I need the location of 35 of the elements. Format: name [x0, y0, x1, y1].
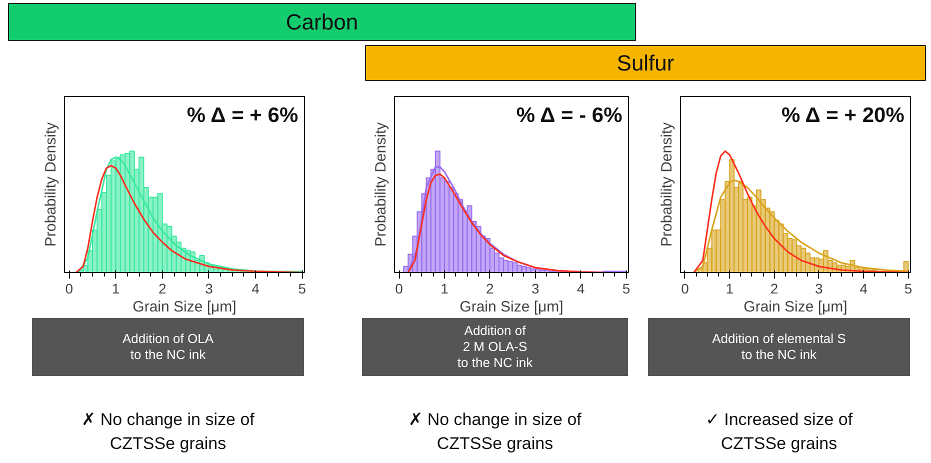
x-tick-label: 1	[440, 280, 449, 296]
x-tick-label: 0	[65, 280, 74, 296]
text: Addition of elemental S to the NC ink	[712, 330, 846, 364]
text: Carbon	[286, 10, 358, 34]
x-tick-label: 0	[395, 280, 404, 296]
text: ✗ No change in size of CZTSSe grains	[408, 409, 582, 456]
x-tick-label: 4	[252, 280, 260, 296]
y-axis-title: Probability Density	[658, 122, 676, 247]
text: % Δ = + 20%	[781, 104, 905, 127]
text: % Δ = + 6%	[186, 104, 298, 127]
x-axis-title: Grain Size [μm]	[744, 298, 848, 316]
x-tick-label: 4	[860, 280, 868, 296]
text: Addition of OLA to the NC ink	[122, 330, 214, 364]
x-tick-label: 5	[298, 280, 306, 296]
x-tick-label: 5	[622, 280, 630, 296]
x-tick-label: 3	[815, 280, 824, 296]
text: ✗ No change in size of CZTSSe grains	[82, 409, 254, 456]
y-axis-title: Probability Density	[372, 122, 390, 247]
x-tick-label: 4	[576, 280, 585, 296]
y-axis-title: Probability Density	[42, 122, 60, 247]
x-tick-label: 3	[205, 280, 214, 296]
x-axis-title: Grain Size [μm]	[460, 298, 564, 316]
x-tick-label: 5	[904, 280, 912, 296]
x-tick-label: 0	[681, 280, 690, 296]
text: Sulfur	[616, 50, 674, 76]
text: Addition of 2 M OLA-S to the NC ink	[457, 322, 533, 372]
text: % Δ = - 6%	[516, 104, 623, 127]
x-tick-label: 1	[726, 280, 734, 296]
x-tick-label: 3	[531, 280, 540, 296]
x-tick-label: 2	[486, 280, 494, 296]
x-tick-label: 1	[112, 280, 120, 296]
text: ✓ Increased size of CZTSSe grains	[705, 409, 853, 456]
x-axis-title: Grain Size [μm]	[132, 298, 236, 316]
x-tick-label: 2	[770, 280, 778, 296]
x-tick-label: 2	[158, 280, 166, 296]
